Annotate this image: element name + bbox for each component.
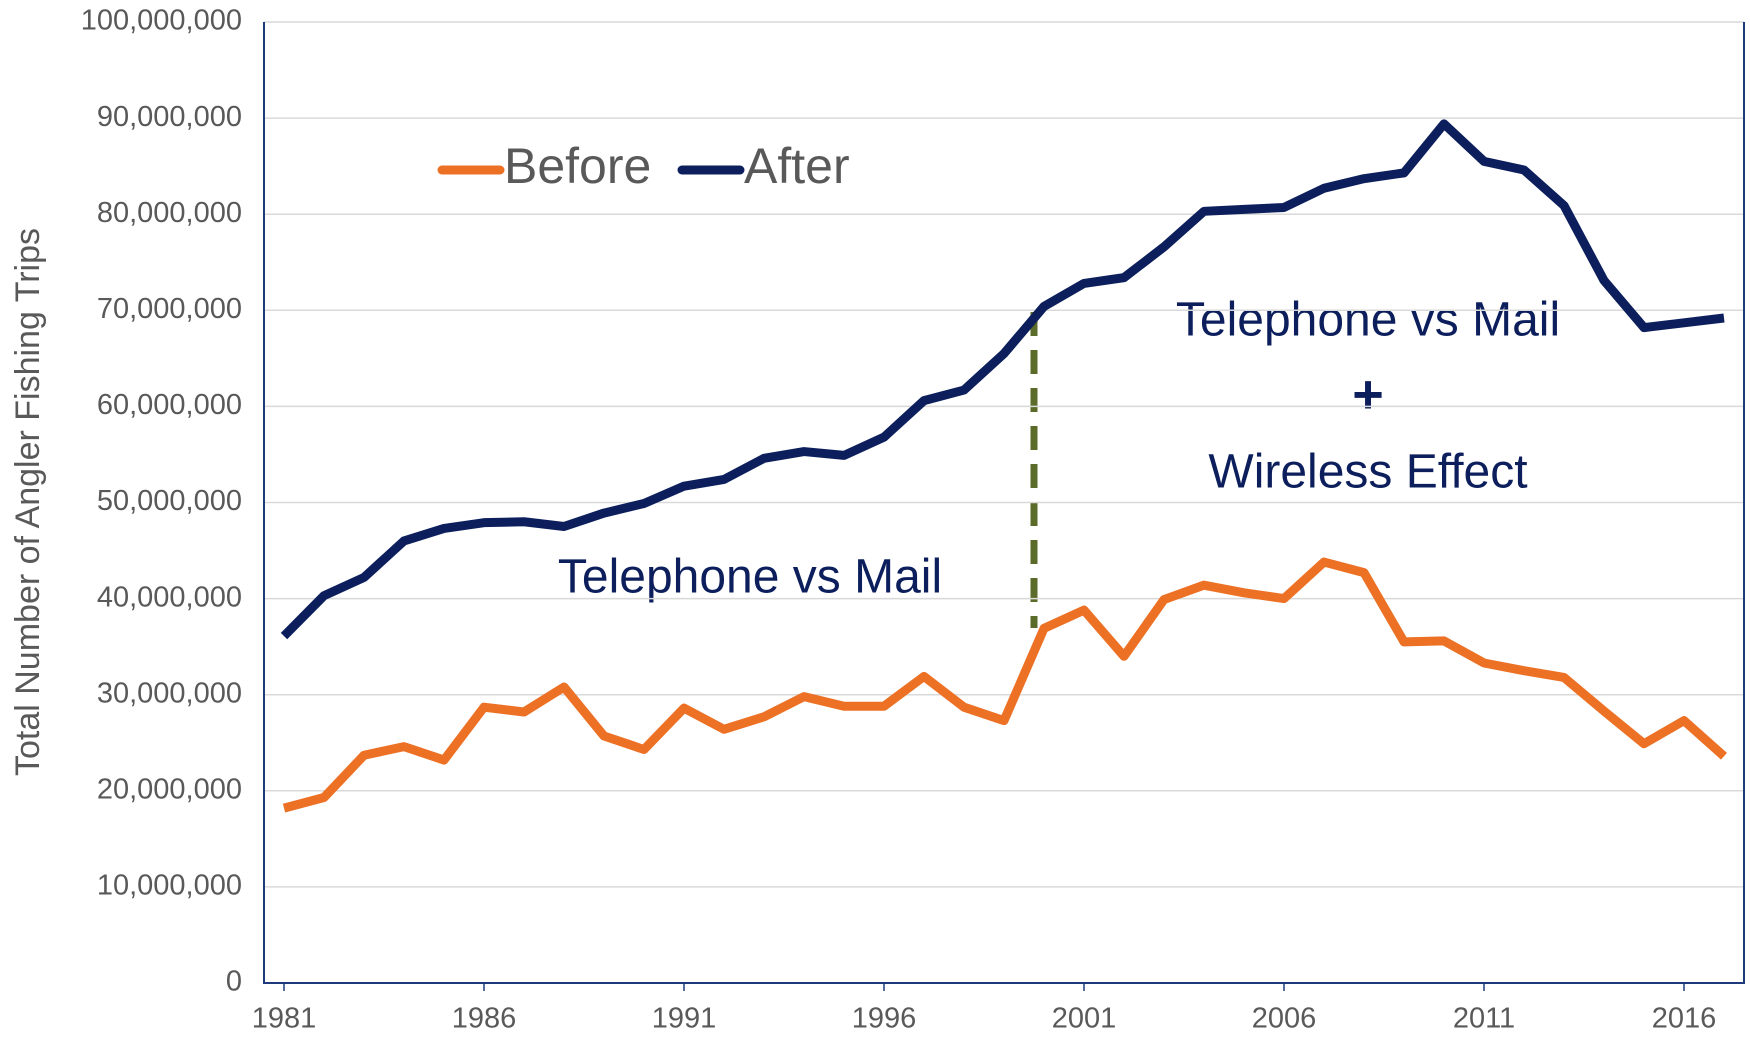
y-tick-label: 70,000,000: [97, 293, 242, 325]
annotation: +: [1352, 364, 1384, 424]
x-tick-label: 1991: [652, 1003, 717, 1035]
plot-frame: [263, 22, 1745, 984]
x-tick-label: 1986: [452, 1003, 517, 1035]
series-line: [282, 557, 1727, 813]
y-tick-label: 80,000,000: [97, 197, 242, 229]
x-tick-label: 2016: [1652, 1003, 1717, 1035]
y-tick-label: 40,000,000: [97, 581, 242, 613]
y-tick-label: 50,000,000: [97, 485, 242, 517]
y-tick-label: 60,000,000: [97, 389, 242, 421]
y-tick-label: 0: [226, 966, 242, 998]
annotation: Telephone vs Mail: [1176, 294, 1560, 347]
x-tick-label: 2011: [1453, 1003, 1515, 1035]
annotation: Telephone vs Mail: [558, 551, 942, 604]
y-tick-label: 20,000,000: [97, 773, 242, 805]
x-tick-label: 2006: [1252, 1003, 1317, 1035]
x-tick-label: 2001: [1052, 1003, 1117, 1035]
legend-label: Before: [504, 138, 651, 194]
y-tick-label: 30,000,000: [97, 677, 242, 709]
y-tick-label: 10,000,000: [97, 870, 242, 902]
y-tick-label: 100,000,000: [81, 5, 242, 37]
y-tick-label: 90,000,000: [97, 101, 242, 133]
y-axis-title: Total Number of Angler Fishing Trips: [9, 228, 47, 776]
x-tick-label: 1996: [852, 1003, 917, 1035]
x-tick-label: 1981: [252, 1003, 317, 1035]
annotation: Wireless Effect: [1208, 446, 1527, 499]
series-line: [280, 119, 1725, 640]
legend-label: After: [744, 138, 850, 194]
